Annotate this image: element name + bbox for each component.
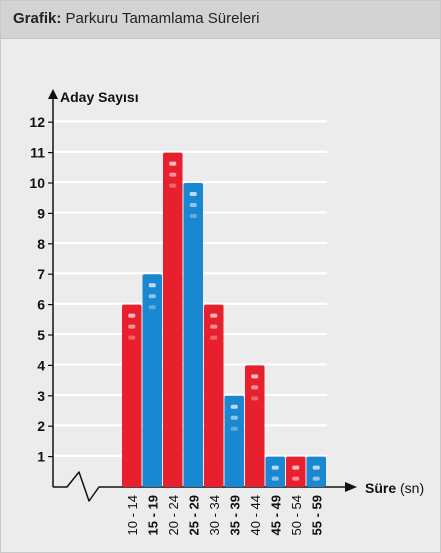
x-tick-label: 40 - 44 [248,495,263,535]
bar-highlight [271,476,279,481]
x-tick-label: 35 - 39 [227,495,242,535]
bar-highlight [251,385,259,390]
bar-highlight [251,374,259,379]
bar-highlight [312,465,320,470]
bar [122,304,142,487]
bar-highlight [128,335,136,340]
x-tick-label: 50 - 54 [289,495,304,535]
y-tick-label: 9 [37,205,45,221]
chart-heading-title: Parkuru Tamamlama Süreleri [65,10,260,27]
bar [224,395,244,487]
bar [286,456,306,487]
bar-highlight [169,183,177,188]
y-tick-label: 3 [37,388,45,404]
gridline [53,150,327,153]
bar [183,183,203,487]
x-axis-arrow [345,482,357,492]
bar-highlight [148,305,156,310]
bar-highlight [230,426,238,431]
x-axis-label-text: Süre [365,480,400,496]
y-tick-label: 11 [30,145,45,161]
bar [204,304,224,487]
x-tick-label: 20 - 24 [166,495,181,535]
bar-highlight [169,172,177,177]
x-axis-label-unit: (sn) [400,480,424,496]
bar-highlight [271,465,279,470]
y-axis-label: Aday Sayısı [60,89,139,105]
bar-highlight [312,476,320,481]
x-axis-line [53,471,347,502]
bar-highlight [148,294,156,299]
bar-highlight [189,192,197,196]
y-tick-label: 7 [37,266,45,282]
x-tick-label: 25 - 29 [186,495,201,535]
bar-highlight [292,476,300,481]
y-tick-label: 4 [37,357,45,373]
gridline [53,120,327,123]
bar [245,365,265,487]
gridline [53,181,327,184]
chart-header: Grafik: Parkuru Tamamlama Süreleri [1,1,440,39]
bar-highlight [189,214,197,218]
y-axis-arrow [48,89,58,99]
y-tick-label: 10 [29,175,45,191]
x-axis-label: Süre (sn) [365,480,424,496]
chart-heading: Grafik: Parkuru Tamamlama Süreleri [13,10,260,27]
bar-highlight [169,161,177,166]
y-tick-label: 5 [37,327,45,343]
bar-highlight [210,324,218,329]
bar-highlight [251,396,259,401]
bar-highlight [210,313,218,318]
bar-highlight [128,313,136,318]
bar [306,456,326,487]
y-tick-label: 2 [37,418,45,434]
bar-highlight [148,283,156,288]
x-tick-label: 55 - 59 [309,495,324,535]
chart-heading-label: Grafik: [13,10,62,27]
bar [142,274,162,487]
bar [265,456,285,487]
bar-highlight [189,203,197,207]
bar-highlight [210,335,218,340]
x-tick-label: 15 - 19 [145,495,160,535]
bar-highlight [230,415,238,420]
y-tick-label: 8 [37,236,45,252]
bar-highlight [292,465,300,470]
bar-highlight [230,404,238,409]
y-tick-label: 6 [37,297,45,313]
x-tick-label: 30 - 34 [207,495,222,535]
bar [163,152,183,487]
x-tick-label: 45 - 49 [268,495,283,535]
y-tick-label: 12 [29,114,45,130]
x-tick-label: 10 - 14 [125,495,140,535]
bar-highlight [128,324,136,329]
y-tick-label: 1 [37,449,45,465]
